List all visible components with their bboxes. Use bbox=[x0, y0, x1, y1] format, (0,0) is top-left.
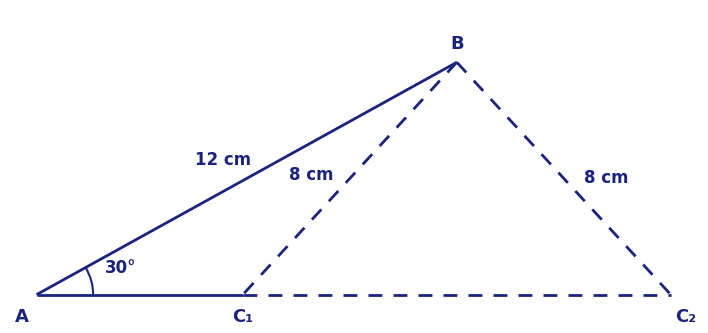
Text: C₁: C₁ bbox=[232, 308, 253, 326]
Text: 30°: 30° bbox=[105, 259, 137, 277]
Text: A: A bbox=[15, 308, 28, 326]
Text: B: B bbox=[450, 35, 464, 53]
Text: 8 cm: 8 cm bbox=[289, 166, 333, 183]
Text: 12 cm: 12 cm bbox=[195, 151, 251, 169]
Text: C₂: C₂ bbox=[675, 308, 696, 326]
Text: 8 cm: 8 cm bbox=[584, 169, 629, 187]
